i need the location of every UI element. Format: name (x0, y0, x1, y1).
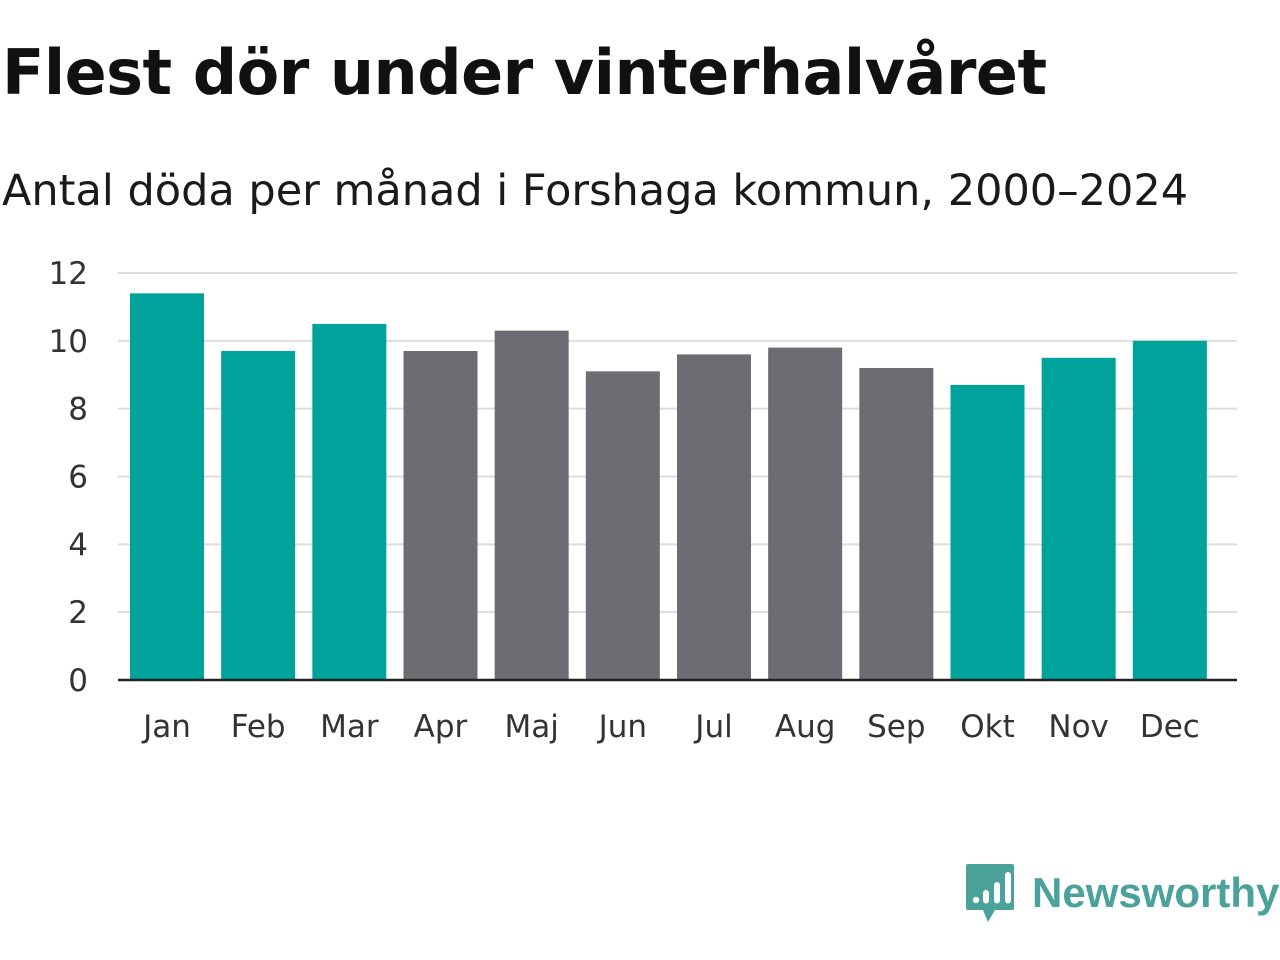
x-tick-label-jan: Jan (141, 709, 191, 745)
x-tick-label-okt: Okt (960, 709, 1015, 745)
x-tick-label-mar: Mar (320, 709, 379, 745)
bar-jun (585, 371, 660, 680)
x-tick-label-aug: Aug (775, 709, 836, 745)
bar-apr (403, 351, 478, 680)
bar-dec (1132, 340, 1207, 680)
bar-jul (677, 354, 751, 680)
x-tick-label-jul: Jul (693, 709, 732, 745)
y-tick-label: 4 (68, 527, 88, 563)
x-tick-label-maj: Maj (504, 709, 558, 745)
x-tick-label-jun: Jun (597, 709, 647, 745)
bar-maj (494, 330, 569, 680)
x-axis-ticks: Jan Feb Mar Apr Maj Jun Jul Aug Sep Okt Nov Dec (141, 709, 1200, 745)
y-tick-label: 12 (49, 256, 88, 292)
bar-sep (859, 367, 934, 680)
y-tick-label: 0 (68, 663, 88, 699)
x-tick-label-dec: Dec (1140, 709, 1200, 745)
bar-chart: 0 2 4 6 8 10 12 Jan Feb Mar Apr Maj Jun Jul Aug Sep Okt… (49, 256, 1237, 745)
x-tick-label-feb: Feb (231, 709, 286, 745)
newsworthy-brand: Newsworthy (964, 862, 1279, 924)
y-tick-label: 8 (68, 392, 88, 428)
bar-okt (950, 384, 1025, 680)
bar-aug (768, 347, 843, 680)
y-axis-ticks: 0 2 4 6 8 10 12 (49, 256, 88, 699)
bar-mar (312, 323, 387, 680)
bar-feb (221, 351, 296, 680)
x-tick-label-apr: Apr (414, 709, 468, 745)
y-tick-label: 10 (49, 324, 88, 360)
y-tick-label: 6 (68, 460, 88, 496)
bar-nov (1041, 357, 1116, 680)
y-tick-label: 2 (68, 595, 88, 631)
chart-subtitle: Antal döda per månad i Forshaga kommun, … (2, 166, 1189, 216)
newsworthy-logo-icon (966, 864, 1014, 922)
x-tick-label-sep: Sep (867, 709, 925, 745)
chart-title: Flest dör under vinterhalvåret (2, 36, 1047, 109)
bar-jan (130, 293, 204, 680)
brand-name: Newsworthy (1032, 869, 1280, 916)
x-tick-label-nov: Nov (1048, 709, 1109, 745)
bars (130, 293, 1207, 680)
